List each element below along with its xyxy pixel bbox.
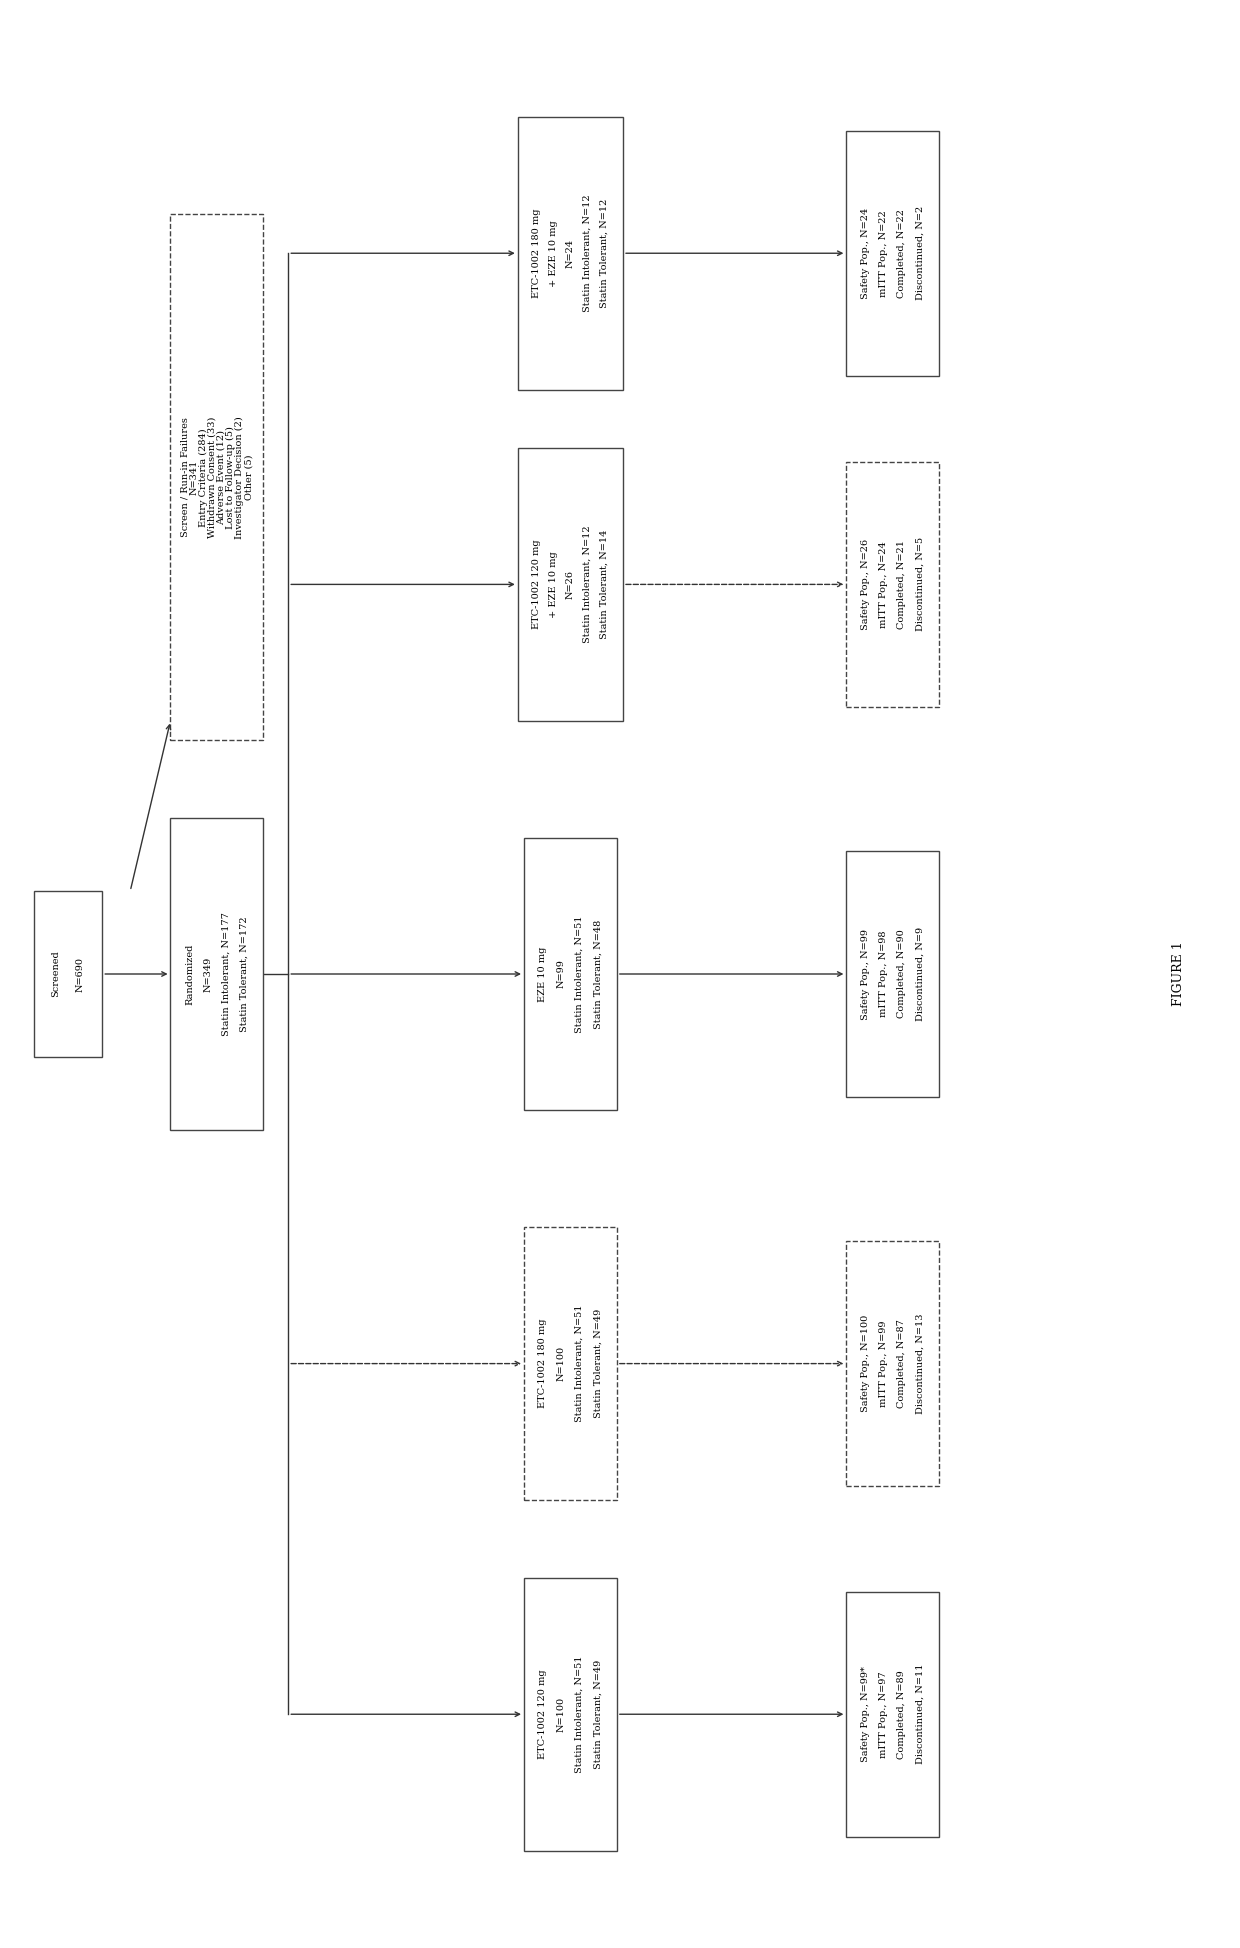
Text: Lost to Follow-up (5): Lost to Follow-up (5) bbox=[226, 427, 236, 528]
Text: mITT Pop., N=24: mITT Pop., N=24 bbox=[879, 542, 888, 627]
Text: + EZE 10 mg: + EZE 10 mg bbox=[549, 220, 558, 286]
Bar bbox=[846, 1592, 940, 1837]
Text: ETC-1002 180 mg: ETC-1002 180 mg bbox=[538, 1319, 548, 1408]
Text: Statin Intolerant, N=12: Statin Intolerant, N=12 bbox=[583, 195, 591, 312]
Text: ETC-1002 120 mg: ETC-1002 120 mg bbox=[532, 540, 541, 629]
Text: + EZE 10 mg: + EZE 10 mg bbox=[549, 551, 558, 618]
Bar bbox=[525, 1227, 618, 1500]
Text: FIGURE 1: FIGURE 1 bbox=[1172, 941, 1184, 1007]
Text: Discontinued, N=5: Discontinued, N=5 bbox=[915, 538, 925, 631]
Text: Completed, N=21: Completed, N=21 bbox=[898, 540, 906, 629]
Text: Statin Tolerant, N=49: Statin Tolerant, N=49 bbox=[593, 1309, 603, 1418]
Text: Statin Intolerant, N=12: Statin Intolerant, N=12 bbox=[583, 526, 591, 643]
Text: ETC-1002 120 mg: ETC-1002 120 mg bbox=[538, 1669, 548, 1759]
Text: Investigator Decision (2): Investigator Decision (2) bbox=[236, 415, 244, 540]
Text: Safety Pop., N=24: Safety Pop., N=24 bbox=[861, 208, 870, 298]
Text: Withdrawn Consent (33): Withdrawn Consent (33) bbox=[208, 417, 217, 538]
Text: Screen / Run-in Failures: Screen / Run-in Failures bbox=[181, 417, 190, 538]
Text: Discontinued, N=11: Discontinued, N=11 bbox=[915, 1664, 925, 1765]
Text: ETC-1002 180 mg: ETC-1002 180 mg bbox=[532, 208, 541, 298]
Text: Completed, N=87: Completed, N=87 bbox=[898, 1319, 906, 1408]
Text: Discontinued, N=2: Discontinued, N=2 bbox=[915, 206, 925, 300]
Text: N=690: N=690 bbox=[76, 956, 84, 992]
Text: Randomized: Randomized bbox=[185, 943, 195, 1005]
Text: mITT Pop., N=98: mITT Pop., N=98 bbox=[879, 931, 888, 1017]
Text: Completed, N=90: Completed, N=90 bbox=[898, 929, 906, 1019]
Text: Discontinued, N=9: Discontinued, N=9 bbox=[915, 927, 925, 1021]
Text: Safety Pop., N=100: Safety Pop., N=100 bbox=[861, 1315, 870, 1412]
Text: Safety Pop., N=26: Safety Pop., N=26 bbox=[861, 540, 870, 629]
Text: Statin Tolerant, N=48: Statin Tolerant, N=48 bbox=[593, 919, 603, 1029]
Text: Statin Intolerant, N=51: Statin Intolerant, N=51 bbox=[575, 1656, 584, 1773]
Bar bbox=[518, 117, 624, 390]
Text: mITT Pop., N=97: mITT Pop., N=97 bbox=[879, 1671, 888, 1757]
Bar bbox=[846, 131, 940, 376]
Text: Other (5): Other (5) bbox=[244, 454, 253, 501]
Bar bbox=[846, 462, 940, 707]
Bar bbox=[846, 851, 940, 1097]
Text: Safety Pop., N=99: Safety Pop., N=99 bbox=[861, 929, 870, 1019]
Bar bbox=[35, 892, 102, 1056]
Text: mITT Pop., N=22: mITT Pop., N=22 bbox=[879, 210, 888, 296]
Text: Statin Tolerant, N=49: Statin Tolerant, N=49 bbox=[593, 1660, 603, 1769]
Bar bbox=[846, 1241, 940, 1486]
Text: N=100: N=100 bbox=[557, 1346, 565, 1381]
Text: Statin Intolerant, N=51: Statin Intolerant, N=51 bbox=[575, 1305, 584, 1422]
Bar bbox=[525, 838, 618, 1110]
Text: N=99: N=99 bbox=[557, 960, 565, 988]
Text: N=341: N=341 bbox=[190, 460, 198, 495]
Text: Completed, N=89: Completed, N=89 bbox=[898, 1669, 906, 1759]
Bar bbox=[518, 448, 624, 721]
Text: Entry Criteria (284): Entry Criteria (284) bbox=[198, 429, 208, 526]
Text: Statin Tolerant, N=172: Statin Tolerant, N=172 bbox=[239, 916, 249, 1032]
Text: Discontinued, N=13: Discontinued, N=13 bbox=[915, 1313, 925, 1414]
Text: Statin Intolerant, N=51: Statin Intolerant, N=51 bbox=[575, 916, 584, 1032]
Text: N=24: N=24 bbox=[565, 240, 575, 267]
Text: Adverse Event (12): Adverse Event (12) bbox=[217, 431, 226, 524]
Text: Safety Pop., N=99*: Safety Pop., N=99* bbox=[861, 1666, 870, 1763]
Text: N=26: N=26 bbox=[565, 571, 575, 598]
Text: Screened: Screened bbox=[52, 951, 61, 997]
Text: Statin Tolerant, N=12: Statin Tolerant, N=12 bbox=[600, 199, 609, 308]
Text: Statin Tolerant, N=14: Statin Tolerant, N=14 bbox=[600, 530, 609, 639]
Text: Statin Intolerant, N=177: Statin Intolerant, N=177 bbox=[222, 912, 231, 1036]
Text: N=349: N=349 bbox=[203, 956, 212, 992]
Bar bbox=[170, 818, 263, 1130]
Bar bbox=[525, 1578, 618, 1851]
Text: Completed, N=22: Completed, N=22 bbox=[898, 208, 906, 298]
Text: mITT Pop., N=99: mITT Pop., N=99 bbox=[879, 1321, 888, 1406]
Text: N=100: N=100 bbox=[557, 1697, 565, 1732]
Text: EZE 10 mg: EZE 10 mg bbox=[538, 947, 548, 1001]
Bar bbox=[170, 214, 263, 740]
